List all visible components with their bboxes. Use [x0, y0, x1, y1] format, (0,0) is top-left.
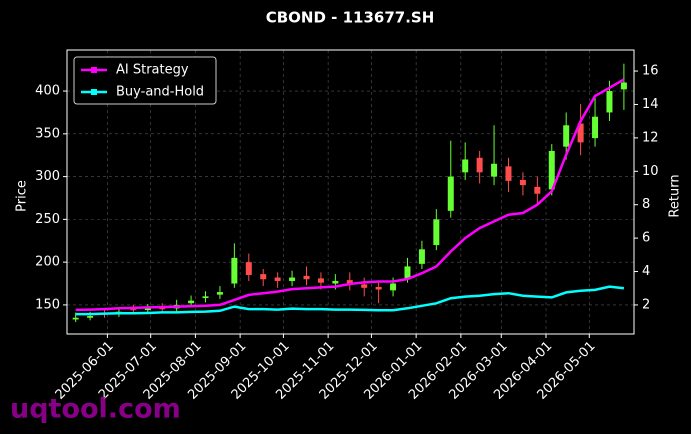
grid — [67, 50, 634, 334]
candle-body — [577, 123, 584, 143]
legend-marker — [91, 89, 97, 95]
candle-body — [289, 277, 296, 281]
y2-tick-label: 14 — [642, 97, 659, 112]
candle-body — [245, 262, 252, 275]
y-tick-label: 400 — [35, 84, 60, 99]
candle-body — [548, 150, 555, 190]
candle-body — [317, 278, 324, 283]
candle-body — [404, 266, 411, 280]
candle-body — [505, 166, 512, 181]
candle-body — [433, 219, 440, 246]
y2-tick-label: 2 — [642, 297, 650, 312]
y-tick-label: 200 — [35, 255, 60, 270]
y2-tick-label: 6 — [642, 231, 650, 246]
candle-body — [72, 317, 79, 320]
candle-body — [346, 280, 353, 284]
candle-body — [534, 186, 541, 194]
candle-body — [606, 91, 613, 113]
y2-tick-label: 10 — [642, 164, 659, 179]
plot-frame — [66, 49, 635, 335]
candle-body — [231, 257, 238, 284]
candle-body — [563, 125, 570, 147]
legend-label: Buy-and-Hold — [116, 85, 204, 100]
chart-title: CBOND - 113677.SH — [266, 9, 435, 27]
candle-body — [592, 116, 599, 139]
candle-body — [418, 249, 425, 264]
y-tick-label: 250 — [35, 212, 60, 227]
candle-body — [303, 275, 310, 280]
candle-body — [519, 180, 526, 186]
legend: AI Strategy Buy-and-Hold — [73, 56, 217, 105]
y-tick-label: 150 — [35, 297, 60, 312]
candle-body — [260, 274, 267, 280]
series-line — [75, 78, 625, 312]
candle-body — [491, 163, 498, 177]
candle-body — [390, 283, 397, 291]
candle-body — [130, 309, 137, 311]
candle-body — [620, 82, 627, 90]
legend-label: AI Strategy — [116, 63, 189, 78]
candle-body — [462, 159, 469, 173]
y-tick-label: 350 — [35, 126, 60, 141]
candle-body — [144, 308, 151, 311]
legend-marker — [91, 67, 97, 73]
watermark: uqtool.com — [10, 394, 181, 425]
y-tick-label: 300 — [35, 169, 60, 184]
candle-body — [447, 176, 454, 211]
candle-body — [375, 286, 382, 290]
y2-axis-label: Return — [668, 174, 683, 217]
y2-tick-label: 8 — [642, 197, 650, 212]
candle-body — [332, 280, 339, 284]
candle-body — [202, 296, 209, 299]
y2-tick-label: 12 — [642, 130, 659, 145]
series-line — [75, 285, 625, 316]
legend-box — [73, 56, 217, 105]
candle-body — [274, 277, 281, 281]
y2-tick-label: 4 — [642, 264, 650, 279]
candle-body — [87, 316, 94, 318]
candle-body — [188, 300, 195, 304]
plot-area — [72, 63, 627, 323]
candle-body — [361, 284, 368, 288]
candle-body — [476, 157, 483, 173]
y2-tick-label: 16 — [642, 64, 659, 79]
candle-body — [216, 292, 223, 295]
y-axis-label: Price — [15, 180, 30, 212]
